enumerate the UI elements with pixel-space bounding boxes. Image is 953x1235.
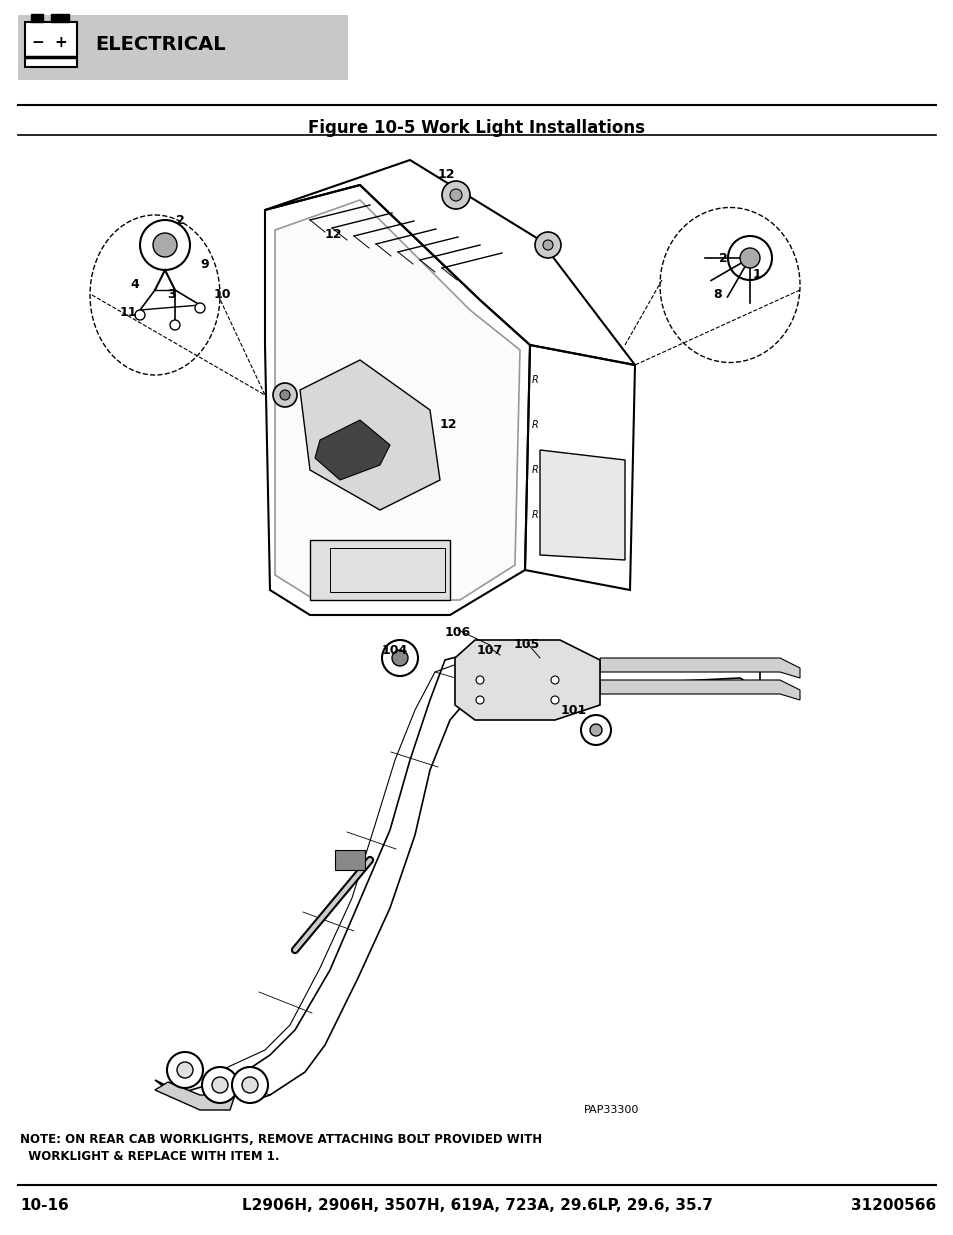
Text: 10: 10 [213,289,231,301]
Circle shape [212,1077,228,1093]
Circle shape [392,650,408,666]
Circle shape [535,232,560,258]
FancyBboxPatch shape [51,14,69,22]
Text: 104: 104 [381,643,408,657]
Text: 4: 4 [131,279,139,291]
Polygon shape [154,1082,234,1110]
Circle shape [232,1067,268,1103]
Text: R: R [531,420,537,430]
Circle shape [170,320,180,330]
Circle shape [740,248,760,268]
Text: 10-16: 10-16 [20,1198,69,1213]
Text: NOTE: ON REAR CAB WORKLIGHTS, REMOVE ATTACHING BOLT PROVIDED WITH: NOTE: ON REAR CAB WORKLIGHTS, REMOVE ATT… [20,1132,541,1146]
Text: 9: 9 [200,258,209,272]
Text: 2: 2 [718,252,726,264]
Polygon shape [599,680,800,700]
FancyBboxPatch shape [335,850,365,869]
Text: 106: 106 [444,625,471,638]
Text: Figure 10-5 Work Light Installations: Figure 10-5 Work Light Installations [308,119,645,137]
Polygon shape [599,658,800,678]
Text: 2: 2 [175,214,184,226]
Polygon shape [314,420,390,480]
Polygon shape [154,648,760,1100]
Text: 1: 1 [752,268,760,282]
Circle shape [280,390,290,400]
Circle shape [441,182,470,209]
Text: −: − [31,35,45,49]
Text: L2906H, 2906H, 3507H, 619A, 723A, 29.6LP, 29.6, 35.7: L2906H, 2906H, 3507H, 619A, 723A, 29.6LP… [241,1198,712,1213]
Text: R: R [531,510,537,520]
Polygon shape [539,450,624,559]
Polygon shape [455,640,599,720]
Text: R: R [531,466,537,475]
FancyBboxPatch shape [30,14,43,22]
Circle shape [167,1052,203,1088]
Circle shape [476,676,483,684]
Circle shape [273,383,296,408]
Text: ELECTRICAL: ELECTRICAL [95,35,226,54]
Text: 12: 12 [324,228,341,242]
Text: 12: 12 [438,419,456,431]
Circle shape [476,697,483,704]
Text: 3: 3 [168,289,176,301]
Text: 12: 12 [436,168,455,182]
Circle shape [242,1077,257,1093]
Text: WORKLIGHT & REPLACE WITH ITEM 1.: WORKLIGHT & REPLACE WITH ITEM 1. [20,1150,279,1163]
Circle shape [202,1067,237,1103]
Circle shape [542,240,553,249]
Text: +: + [54,35,68,49]
Circle shape [580,715,610,745]
Polygon shape [299,359,439,510]
Text: 101: 101 [560,704,586,716]
Text: 8: 8 [713,289,721,301]
Circle shape [381,640,417,676]
Polygon shape [310,540,450,600]
Circle shape [152,233,177,257]
Circle shape [135,310,145,320]
Text: 11: 11 [119,305,136,319]
FancyBboxPatch shape [25,22,77,67]
Circle shape [589,724,601,736]
Text: PAP33300: PAP33300 [583,1105,639,1115]
Text: 107: 107 [476,643,502,657]
Circle shape [177,1062,193,1078]
Circle shape [551,697,558,704]
Text: 105: 105 [514,638,539,652]
Circle shape [450,189,461,201]
Circle shape [551,676,558,684]
Text: R: R [531,375,537,385]
Polygon shape [274,200,519,600]
FancyBboxPatch shape [18,15,348,80]
Circle shape [194,303,205,312]
Text: 31200566: 31200566 [850,1198,935,1213]
